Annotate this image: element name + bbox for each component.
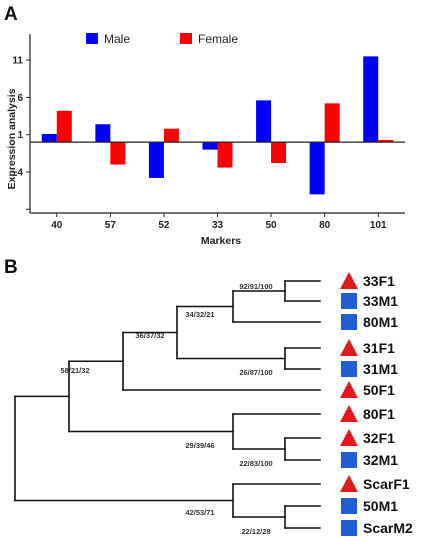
female-triangle-icon	[340, 381, 358, 398]
bar-male-101	[363, 56, 379, 143]
female-triangle-icon	[340, 405, 358, 422]
support-value: 34/32/21	[185, 310, 214, 319]
bar-female-52	[163, 128, 179, 143]
legend-swatch-female	[180, 33, 192, 44]
bar-female-50	[271, 142, 287, 164]
male-square-icon	[341, 498, 357, 514]
x-axis-title: Markers	[201, 235, 241, 247]
support-value: 29/39/46	[185, 441, 214, 450]
legend-swatch-male	[86, 33, 98, 44]
x-tick-label-101: 101	[370, 220, 387, 231]
leaf-label-80F1: 80F1	[363, 406, 395, 422]
x-tick-label-33: 33	[212, 220, 224, 231]
male-square-icon	[341, 452, 357, 468]
leaf-label-ScarF1: ScarF1	[363, 476, 410, 492]
leaf-label-33F1: 33F1	[363, 273, 395, 289]
x-tick-label-40: 40	[51, 220, 63, 231]
support-value: 42/53/71	[185, 508, 214, 517]
male-square-icon	[341, 293, 357, 309]
support-value: 36/37/32	[135, 331, 164, 340]
leaf-label-31F1: 31F1	[363, 340, 395, 356]
female-triangle-icon	[340, 475, 358, 492]
bar-male-50	[256, 100, 272, 143]
female-triangle-icon	[340, 339, 358, 356]
leaf-label-32M1: 32M1	[363, 452, 398, 468]
y-tick-label: −4	[12, 167, 24, 178]
y-tick-label: 1	[17, 130, 23, 141]
bar-group	[41, 56, 394, 195]
bar-female-101	[378, 139, 394, 143]
male-square-icon	[341, 361, 357, 377]
y-tick-label: 6	[17, 93, 23, 104]
bar-male-33	[202, 142, 218, 150]
support-value: 92/91/100	[239, 282, 272, 291]
legend-label-female: Female	[198, 32, 238, 46]
support-value: 58/21/32	[60, 366, 89, 375]
bootstrap-support-labels: 92/91/100 34/32/21 36/37/32 26/87/100 58/21/…	[60, 282, 272, 536]
support-value: 22/83/100	[239, 459, 272, 468]
female-triangle-icon	[340, 429, 358, 446]
leaf-label-32F1: 32F1	[363, 430, 395, 446]
leaf-label-ScarM2: ScarM2	[363, 520, 413, 536]
leaf-label-80M1: 80M1	[363, 314, 398, 330]
bar-female-80	[324, 103, 340, 143]
leaf-label-50F1: 50F1	[363, 382, 395, 398]
panel-b-label: B	[4, 257, 18, 278]
chart-axes: 40 57 52 33 50 80 101 11 6 1 −4	[12, 34, 405, 231]
bar-male-52	[148, 142, 164, 178]
support-value: 26/87/100	[239, 368, 272, 377]
male-square-icon	[341, 520, 357, 536]
leaf-label-50M1: 50M1	[363, 498, 398, 514]
leaf-label-31M1: 31M1	[363, 361, 398, 377]
dendrogram-leaves: 33F1 33M1 80M1 31F1 31M1 50F1 80F1 32F1 32M1 Scar…	[340, 272, 413, 536]
bar-female-33	[217, 142, 233, 168]
legend-label-male: Male	[104, 32, 130, 46]
bar-female-40	[56, 110, 72, 143]
y-tick-label: 11	[12, 56, 23, 67]
support-value: 22/12/28	[241, 527, 270, 536]
chart-legend: Male Female	[86, 32, 238, 46]
leaf-label-33M1: 33M1	[363, 293, 398, 309]
bar-female-57	[110, 142, 126, 165]
female-triangle-icon	[340, 272, 358, 289]
panel-a-label: A	[4, 4, 18, 25]
x-tick-label-80: 80	[319, 220, 331, 231]
bar-male-80	[309, 142, 325, 195]
bar-male-57	[95, 124, 111, 143]
bar-male-40	[41, 133, 57, 143]
x-tick-label-57: 57	[105, 220, 117, 231]
x-tick-label-52: 52	[158, 220, 170, 231]
dendrogram	[14, 280, 321, 529]
male-square-icon	[341, 314, 357, 330]
y-axis-title: Expression analysis	[6, 88, 18, 189]
x-tick-label-50: 50	[266, 220, 278, 231]
